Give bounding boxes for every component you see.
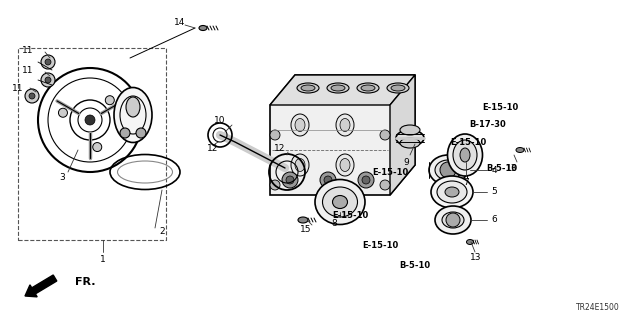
Ellipse shape (391, 85, 405, 91)
Text: 11: 11 (22, 45, 34, 54)
Text: 6: 6 (491, 215, 497, 225)
Ellipse shape (291, 154, 309, 176)
FancyArrow shape (25, 275, 57, 297)
Text: 14: 14 (174, 18, 186, 27)
Ellipse shape (295, 158, 305, 172)
Text: 12: 12 (207, 143, 219, 153)
Ellipse shape (331, 85, 345, 91)
Text: B-5-10: B-5-10 (399, 260, 431, 269)
Ellipse shape (114, 87, 152, 142)
Circle shape (45, 59, 51, 65)
Ellipse shape (431, 176, 473, 208)
Circle shape (120, 128, 130, 138)
Ellipse shape (435, 206, 471, 234)
Text: 12: 12 (275, 143, 285, 153)
Circle shape (136, 128, 146, 138)
Polygon shape (390, 75, 415, 195)
Circle shape (93, 142, 102, 152)
Text: 8: 8 (331, 219, 337, 228)
Circle shape (29, 93, 35, 99)
Text: 7: 7 (463, 178, 469, 187)
Circle shape (85, 115, 95, 125)
Text: 13: 13 (470, 253, 482, 262)
Ellipse shape (323, 187, 358, 217)
Ellipse shape (301, 85, 315, 91)
Text: 5: 5 (491, 188, 497, 196)
Text: 10: 10 (214, 116, 226, 124)
Circle shape (440, 162, 456, 178)
Ellipse shape (336, 154, 354, 176)
Ellipse shape (460, 148, 470, 162)
Text: 3: 3 (59, 172, 65, 181)
Ellipse shape (295, 118, 305, 132)
Text: E-15-10: E-15-10 (372, 167, 408, 177)
Text: 9: 9 (403, 157, 409, 166)
Ellipse shape (396, 130, 424, 146)
Ellipse shape (445, 187, 459, 197)
Circle shape (325, 185, 335, 195)
Ellipse shape (437, 181, 467, 203)
Ellipse shape (516, 148, 524, 153)
Circle shape (380, 180, 390, 190)
Ellipse shape (297, 83, 319, 93)
Ellipse shape (298, 217, 308, 223)
Ellipse shape (453, 140, 477, 170)
Text: 15: 15 (300, 226, 312, 235)
Circle shape (41, 55, 55, 69)
Text: E-15-10: E-15-10 (450, 138, 486, 147)
Ellipse shape (336, 114, 354, 136)
Text: 1: 1 (100, 255, 106, 265)
Text: E-15-10: E-15-10 (482, 102, 518, 111)
Text: E-15-10: E-15-10 (362, 241, 398, 250)
Text: E-15-10: E-15-10 (332, 211, 368, 220)
Ellipse shape (327, 83, 349, 93)
Ellipse shape (361, 85, 375, 91)
Circle shape (320, 172, 336, 188)
Ellipse shape (126, 97, 140, 117)
Circle shape (58, 108, 67, 117)
Text: 11: 11 (22, 66, 34, 75)
Ellipse shape (429, 155, 467, 185)
Ellipse shape (333, 196, 348, 209)
Ellipse shape (387, 83, 409, 93)
Text: TR24E1500: TR24E1500 (576, 303, 620, 313)
Text: FR.: FR. (75, 277, 95, 287)
Circle shape (270, 130, 280, 140)
Ellipse shape (340, 158, 350, 172)
Text: 2: 2 (159, 228, 165, 236)
Circle shape (362, 176, 370, 184)
Text: B-17-30: B-17-30 (470, 119, 506, 129)
Ellipse shape (357, 83, 379, 93)
Ellipse shape (340, 118, 350, 132)
Circle shape (380, 130, 390, 140)
Text: 13: 13 (506, 164, 518, 172)
Circle shape (286, 176, 294, 184)
Ellipse shape (447, 134, 483, 176)
Circle shape (106, 96, 115, 105)
Ellipse shape (315, 180, 365, 225)
Circle shape (446, 213, 460, 227)
Text: 11: 11 (12, 84, 24, 92)
Ellipse shape (400, 125, 420, 135)
Ellipse shape (435, 160, 461, 180)
Circle shape (25, 89, 39, 103)
Circle shape (358, 172, 374, 188)
Circle shape (324, 176, 332, 184)
Ellipse shape (291, 114, 309, 136)
Bar (18, 48, 166, 240)
Polygon shape (270, 75, 415, 105)
Ellipse shape (442, 212, 464, 228)
Circle shape (41, 73, 55, 87)
Ellipse shape (199, 26, 207, 30)
Ellipse shape (467, 239, 474, 244)
Ellipse shape (400, 138, 420, 148)
Circle shape (45, 77, 51, 83)
Text: 4: 4 (491, 165, 497, 174)
Text: B-5-10: B-5-10 (486, 164, 518, 172)
Circle shape (282, 172, 298, 188)
Circle shape (270, 180, 280, 190)
Polygon shape (270, 75, 415, 195)
